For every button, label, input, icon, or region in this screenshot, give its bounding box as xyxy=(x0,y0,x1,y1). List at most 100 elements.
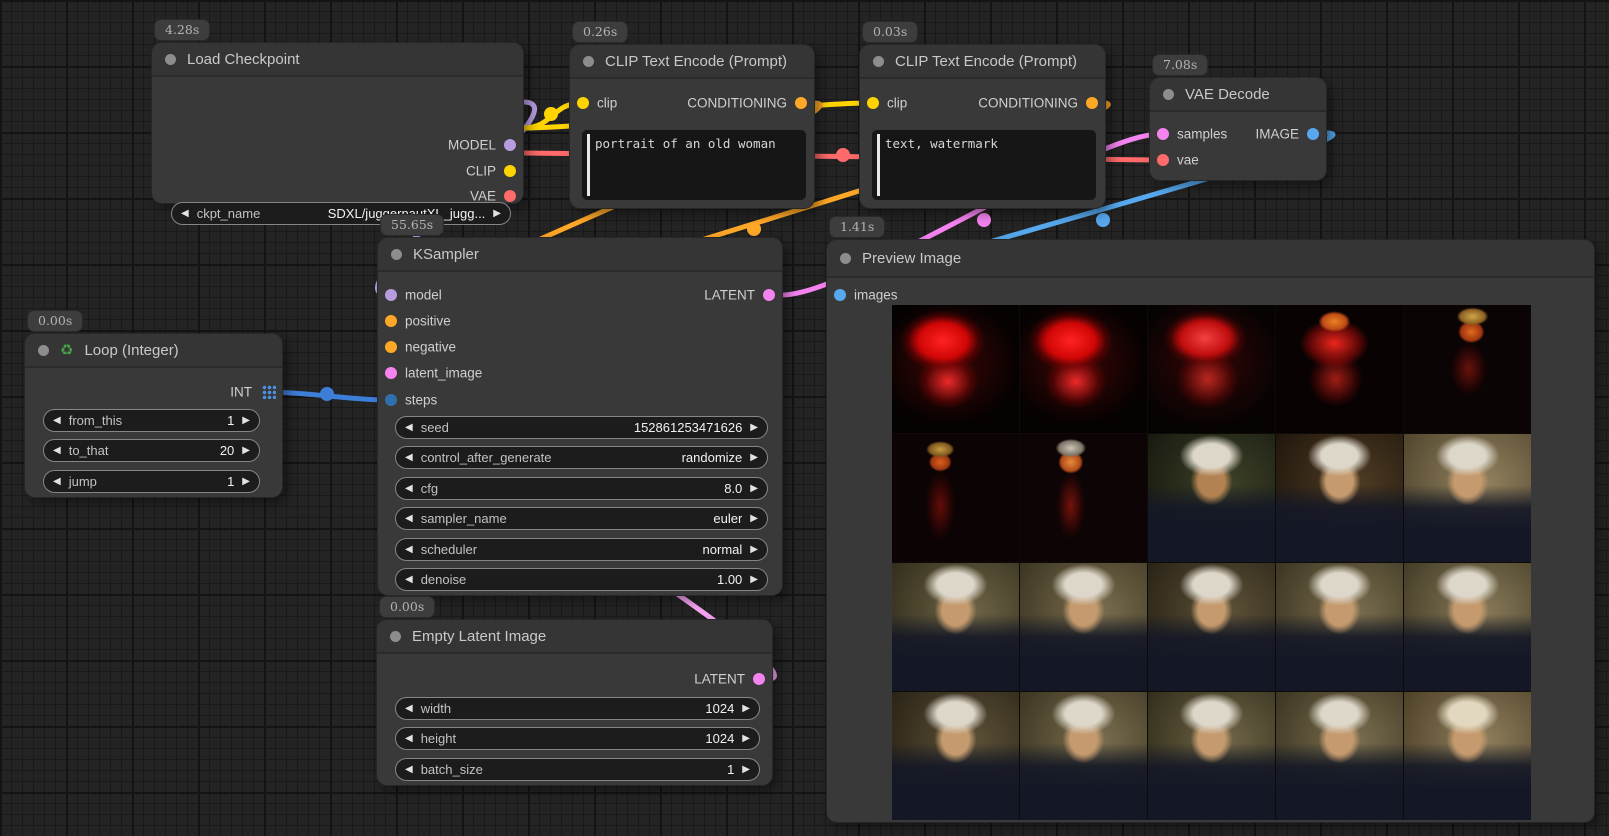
collapse-dot-icon[interactable] xyxy=(391,248,402,260)
input-label: model xyxy=(405,287,442,303)
clip-input-slot[interactable] xyxy=(577,97,589,109)
preview-image-cell xyxy=(1276,563,1403,691)
prev-arrow-icon[interactable]: ◀ xyxy=(405,543,413,555)
prev-arrow-icon[interactable]: ◀ xyxy=(405,451,413,463)
collapse-dot-icon[interactable] xyxy=(873,55,884,67)
clip-input-slot[interactable] xyxy=(867,97,879,109)
vae-input-slot[interactable] xyxy=(1157,154,1169,166)
model-input-slot[interactable] xyxy=(385,289,397,301)
from-this-widget[interactable]: ◀ from_this 1 ▶ xyxy=(43,409,260,432)
output-row-vae: VAE xyxy=(152,185,523,207)
next-arrow-icon[interactable]: ▶ xyxy=(750,482,758,494)
next-arrow-icon[interactable]: ▶ xyxy=(493,207,501,219)
cfg-widget[interactable]: ◀ cfg 8.0 ▶ xyxy=(395,477,768,500)
prev-arrow-icon[interactable]: ◀ xyxy=(405,421,413,433)
output-label: CONDITIONING xyxy=(978,95,1078,111)
samples-input-slot[interactable] xyxy=(1157,128,1169,140)
int-grid-output-icon[interactable] xyxy=(262,385,276,399)
model-output-slot[interactable] xyxy=(504,139,516,151)
output-label: LATENT xyxy=(694,671,745,687)
node-titlebar[interactable]: Empty Latent Image xyxy=(377,620,772,654)
next-arrow-icon[interactable]: ▶ xyxy=(742,702,750,714)
prev-arrow-icon[interactable]: ◀ xyxy=(405,573,413,585)
preview-image-cell xyxy=(1148,563,1275,691)
prev-arrow-icon[interactable]: ◀ xyxy=(181,207,189,219)
node-titlebar[interactable]: ♻ Loop (Integer) xyxy=(25,334,282,368)
node-preview-image[interactable]: 1.41s Preview Image images xyxy=(827,217,1594,822)
collapse-dot-icon[interactable] xyxy=(38,344,49,356)
prompt-textarea[interactable]: portrait of an old woman xyxy=(582,130,806,200)
timing-badge: 0.00s xyxy=(28,311,83,331)
ckpt-name-widget[interactable]: ◀ ckpt_name SDXL/juggernautXL_jugg... ▶ xyxy=(171,202,511,225)
preview-image-grid[interactable] xyxy=(892,305,1531,820)
node-empty-latent-image[interactable]: 0.00s Empty Latent Image LATENT ◀ width … xyxy=(377,597,772,785)
conditioning-output-slot[interactable] xyxy=(1086,97,1098,109)
collapse-dot-icon[interactable] xyxy=(840,252,851,264)
vae-output-slot[interactable] xyxy=(504,190,516,202)
next-arrow-icon[interactable]: ▶ xyxy=(750,421,758,433)
prev-arrow-icon[interactable]: ◀ xyxy=(53,414,61,426)
prompt-textarea[interactable]: text, watermark xyxy=(872,130,1096,200)
seed-widget[interactable]: ◀ seed 152861253471626 ▶ xyxy=(395,416,768,439)
jump-widget[interactable]: ◀ jump 1 ▶ xyxy=(43,470,260,493)
node-title: Loop (Integer) xyxy=(84,341,179,359)
next-arrow-icon[interactable]: ▶ xyxy=(742,763,750,775)
node-vae-decode[interactable]: 7.08s VAE Decode samples IMAGE vae xyxy=(1150,55,1326,180)
node-clip-text-encode-negative[interactable]: 0.03s CLIP Text Encode (Prompt) clip CON… xyxy=(860,22,1105,208)
latent-output-slot[interactable] xyxy=(753,673,765,685)
positive-input-slot[interactable] xyxy=(385,315,397,327)
steps-input-slot[interactable] xyxy=(385,394,397,406)
node-titlebar[interactable]: VAE Decode xyxy=(1150,78,1326,112)
collapse-dot-icon[interactable] xyxy=(165,53,176,65)
timing-badge: 0.00s xyxy=(380,597,435,617)
batch-size-widget[interactable]: ◀ batch_size 1 ▶ xyxy=(395,758,760,781)
node-load-checkpoint[interactable]: 4.28s Load Checkpoint MODEL CLIP VAE ◀ c… xyxy=(152,20,523,225)
sampler-name-widget[interactable]: ◀ sampler_name euler ▶ xyxy=(395,507,768,530)
prev-arrow-icon[interactable]: ◀ xyxy=(405,512,413,524)
prev-arrow-icon[interactable]: ◀ xyxy=(405,702,413,714)
next-arrow-icon[interactable]: ▶ xyxy=(242,444,250,456)
image-output-slot[interactable] xyxy=(1307,128,1319,140)
widget-name: jump xyxy=(68,474,97,489)
collapse-dot-icon[interactable] xyxy=(583,55,594,67)
next-arrow-icon[interactable]: ▶ xyxy=(750,512,758,524)
latent-output-slot[interactable] xyxy=(763,289,775,301)
node-ksampler[interactable]: 55.65s KSampler model LATENT positive ne… xyxy=(378,215,782,595)
node-titlebar[interactable]: Preview Image xyxy=(827,240,1594,278)
next-arrow-icon[interactable]: ▶ xyxy=(750,543,758,555)
collapse-dot-icon[interactable] xyxy=(1163,88,1174,100)
height-widget[interactable]: ◀ height 1024 ▶ xyxy=(395,727,760,750)
next-arrow-icon[interactable]: ▶ xyxy=(242,414,250,426)
clip-output-slot[interactable] xyxy=(504,165,516,177)
node-titlebar[interactable]: Load Checkpoint xyxy=(152,43,523,77)
timing-badge: 1.41s xyxy=(830,217,885,237)
conditioning-output-slot[interactable] xyxy=(795,97,807,109)
node-loop-integer[interactable]: 0.00s ♻ Loop (Integer) INT ◀ from_this 1… xyxy=(25,311,282,497)
preview-image-cell xyxy=(1276,692,1403,820)
width-widget[interactable]: ◀ width 1024 ▶ xyxy=(395,697,760,720)
prev-arrow-icon[interactable]: ◀ xyxy=(53,475,61,487)
prev-arrow-icon[interactable]: ◀ xyxy=(405,763,413,775)
node-clip-text-encode-positive[interactable]: 0.26s CLIP Text Encode (Prompt) clip CON… xyxy=(570,22,814,208)
collapse-dot-icon[interactable] xyxy=(390,630,401,642)
node-titlebar[interactable]: KSampler xyxy=(378,238,782,272)
widget-name: scheduler xyxy=(420,542,478,557)
scheduler-widget[interactable]: ◀ scheduler normal ▶ xyxy=(395,538,768,561)
node-titlebar[interactable]: CLIP Text Encode (Prompt) xyxy=(570,45,814,79)
latent-image-input-slot[interactable] xyxy=(385,367,397,379)
images-input-slot[interactable] xyxy=(834,289,846,301)
next-arrow-icon[interactable]: ▶ xyxy=(750,451,758,463)
prev-arrow-icon[interactable]: ◀ xyxy=(405,732,413,744)
to-that-widget[interactable]: ◀ to_that 20 ▶ xyxy=(43,439,260,462)
next-arrow-icon[interactable]: ▶ xyxy=(242,475,250,487)
negative-input-slot[interactable] xyxy=(385,341,397,353)
prev-arrow-icon[interactable]: ◀ xyxy=(53,444,61,456)
prev-arrow-icon[interactable]: ◀ xyxy=(405,482,413,494)
next-arrow-icon[interactable]: ▶ xyxy=(750,573,758,585)
denoise-widget[interactable]: ◀ denoise 1.00 ▶ xyxy=(395,568,768,591)
next-arrow-icon[interactable]: ▶ xyxy=(742,732,750,744)
control-after-generate-widget[interactable]: ◀ control_after_generate randomize ▶ xyxy=(395,446,768,469)
timing-badge: 0.03s xyxy=(863,22,918,42)
node-titlebar[interactable]: CLIP Text Encode (Prompt) xyxy=(860,45,1105,79)
